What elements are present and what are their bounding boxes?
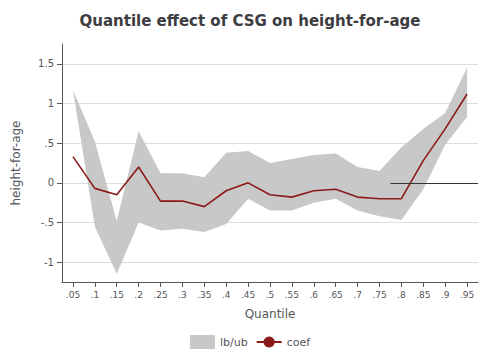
svg-text:Quantile: Quantile xyxy=(245,307,296,321)
svg-text:.15: .15 xyxy=(110,290,124,300)
svg-text:Quantile effect of CSG on heig: Quantile effect of CSG on height-for-age xyxy=(79,12,420,30)
svg-text:1: 1 xyxy=(48,98,54,109)
svg-text:.5: .5 xyxy=(266,290,275,300)
svg-text:.6: .6 xyxy=(309,290,318,300)
svg-text:-1: -1 xyxy=(44,257,54,268)
svg-text:.1: .1 xyxy=(91,290,100,300)
svg-text:.4: .4 xyxy=(222,290,231,300)
svg-text:coef: coef xyxy=(287,336,312,349)
svg-text:.95: .95 xyxy=(460,290,474,300)
svg-text:1.5: 1.5 xyxy=(38,58,54,69)
svg-text:.85: .85 xyxy=(416,290,430,300)
svg-text:.25: .25 xyxy=(153,290,167,300)
svg-text:.75: .75 xyxy=(372,290,386,300)
svg-text:0: 0 xyxy=(48,177,54,188)
svg-text:.55: .55 xyxy=(285,290,299,300)
svg-text:.7: .7 xyxy=(353,290,362,300)
svg-text:.8: .8 xyxy=(397,290,406,300)
svg-text:.05: .05 xyxy=(66,290,80,300)
svg-text:.5: .5 xyxy=(44,138,54,149)
svg-text:.2: .2 xyxy=(134,290,143,300)
svg-text:height-for-age: height-for-age xyxy=(9,121,23,206)
svg-text:-.5: -.5 xyxy=(41,217,54,228)
svg-text:.9: .9 xyxy=(441,290,450,300)
svg-text:.45: .45 xyxy=(241,290,255,300)
svg-text:lb/ub: lb/ub xyxy=(220,336,248,349)
svg-text:.65: .65 xyxy=(329,290,343,300)
svg-text:.35: .35 xyxy=(197,290,211,300)
svg-text:.3: .3 xyxy=(178,290,187,300)
